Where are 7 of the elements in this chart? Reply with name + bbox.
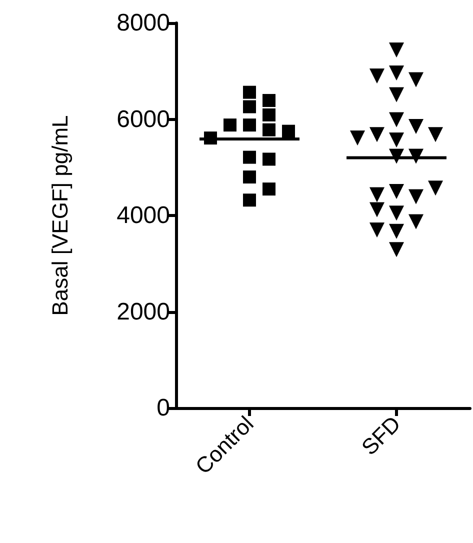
y-tick-label: 6000 — [116, 106, 170, 133]
x-tick-label: SFD — [356, 411, 406, 460]
y-tick-label: 2000 — [116, 298, 170, 326]
y-tick-label: 8000 — [116, 10, 170, 36]
y-axis-title: Basal [VEGF] pg/mL — [48, 115, 72, 316]
y-tick-label: 4000 — [116, 202, 170, 229]
y-tick-label: 0 — [156, 394, 170, 422]
